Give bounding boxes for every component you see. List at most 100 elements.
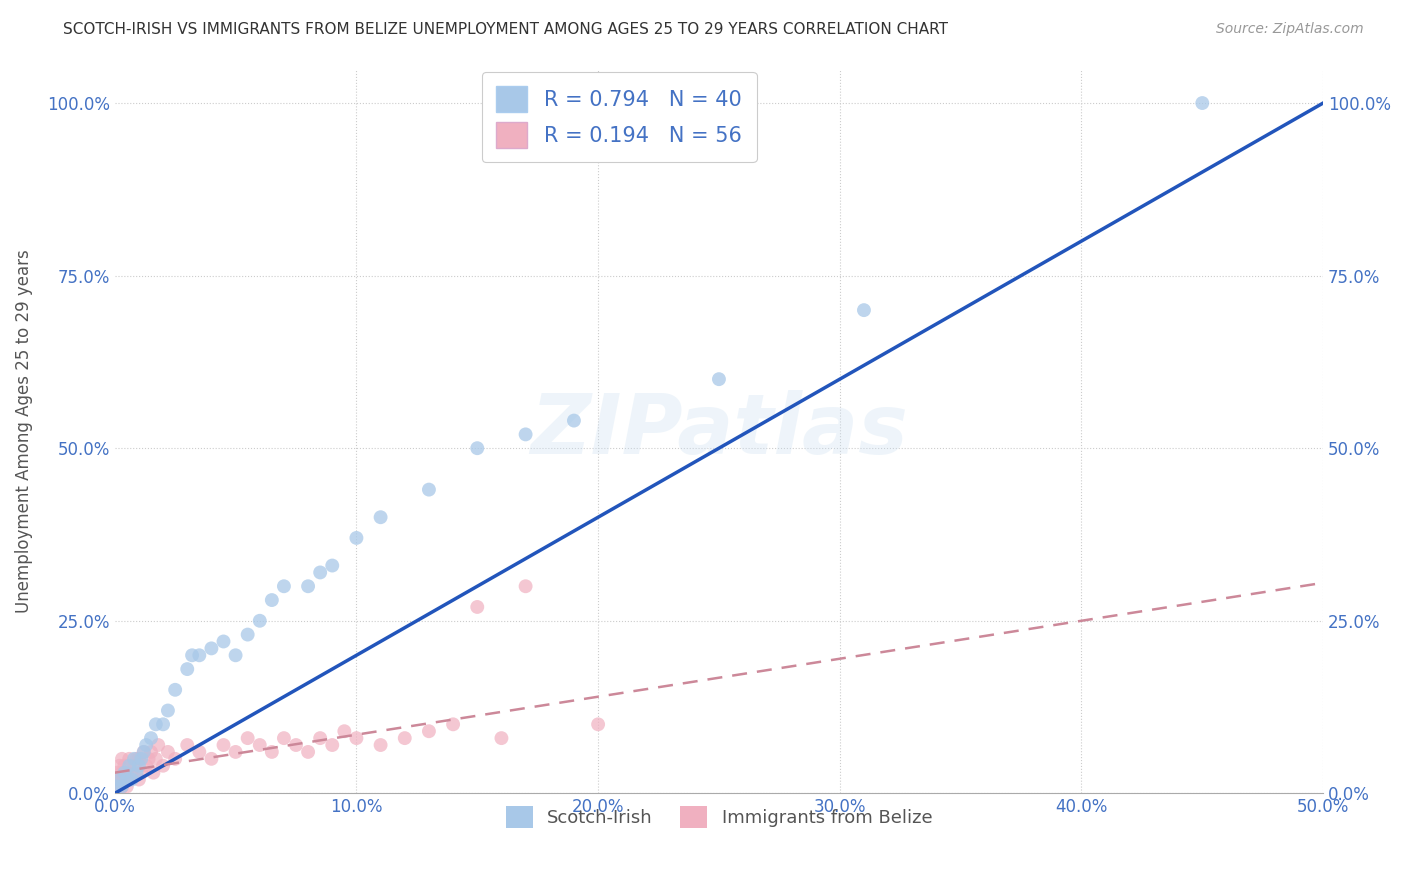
Point xyxy=(852,303,875,318)
Point xyxy=(249,614,271,628)
Point xyxy=(273,579,295,593)
Point xyxy=(118,752,141,766)
Point xyxy=(105,772,128,787)
Point xyxy=(418,724,440,739)
Point xyxy=(105,786,128,800)
Point xyxy=(200,752,222,766)
Point xyxy=(491,731,513,745)
Point xyxy=(128,752,150,766)
Point xyxy=(321,738,343,752)
Point xyxy=(105,780,128,794)
Point xyxy=(441,717,464,731)
Point xyxy=(135,738,157,752)
Point xyxy=(131,752,153,766)
Point xyxy=(297,579,319,593)
Point xyxy=(118,772,141,787)
Point xyxy=(108,758,131,772)
Y-axis label: Unemployment Among Ages 25 to 29 years: Unemployment Among Ages 25 to 29 years xyxy=(15,249,32,613)
Legend: Scotch-Irish, Immigrants from Belize: Scotch-Irish, Immigrants from Belize xyxy=(499,798,939,835)
Text: SCOTCH-IRISH VS IMMIGRANTS FROM BELIZE UNEMPLOYMENT AMONG AGES 25 TO 29 YEARS CO: SCOTCH-IRISH VS IMMIGRANTS FROM BELIZE U… xyxy=(63,22,948,37)
Point xyxy=(260,745,283,759)
Point xyxy=(132,745,155,759)
Point xyxy=(111,765,134,780)
Point xyxy=(212,634,235,648)
Point xyxy=(165,752,187,766)
Point xyxy=(260,593,283,607)
Point xyxy=(225,745,247,759)
Point xyxy=(139,731,162,745)
Text: ZIPatlas: ZIPatlas xyxy=(530,391,908,472)
Point xyxy=(156,704,179,718)
Point xyxy=(148,738,170,752)
Point xyxy=(321,558,343,573)
Point xyxy=(273,731,295,745)
Point xyxy=(297,745,319,759)
Point xyxy=(112,765,135,780)
Point xyxy=(138,752,160,766)
Point xyxy=(212,738,235,752)
Point xyxy=(112,758,135,772)
Point xyxy=(418,483,440,497)
Point xyxy=(165,682,187,697)
Point xyxy=(128,758,150,772)
Point xyxy=(145,717,167,731)
Point xyxy=(515,427,537,442)
Point xyxy=(176,662,198,676)
Point xyxy=(152,758,174,772)
Point xyxy=(346,531,368,545)
Point xyxy=(707,372,730,386)
Point xyxy=(105,765,128,780)
Point xyxy=(465,441,488,455)
Point xyxy=(125,765,148,780)
Point xyxy=(346,731,368,745)
Point xyxy=(309,566,332,580)
Point xyxy=(333,724,356,739)
Point xyxy=(142,765,165,780)
Point xyxy=(181,648,204,663)
Point xyxy=(111,780,134,794)
Point xyxy=(562,414,585,428)
Text: Source: ZipAtlas.com: Source: ZipAtlas.com xyxy=(1216,22,1364,37)
Point xyxy=(225,648,247,663)
Point xyxy=(176,738,198,752)
Point xyxy=(370,738,392,752)
Point xyxy=(108,772,131,787)
Point xyxy=(121,765,143,780)
Point xyxy=(108,772,131,787)
Point xyxy=(115,765,138,780)
Point xyxy=(236,731,259,745)
Point xyxy=(111,780,134,794)
Point xyxy=(370,510,392,524)
Point xyxy=(131,765,153,780)
Point xyxy=(118,758,141,772)
Point xyxy=(200,641,222,656)
Point xyxy=(145,752,167,766)
Point xyxy=(236,627,259,641)
Point xyxy=(285,738,308,752)
Point xyxy=(152,717,174,731)
Point xyxy=(104,786,127,800)
Point xyxy=(104,780,127,794)
Point xyxy=(125,752,148,766)
Point xyxy=(188,745,211,759)
Point xyxy=(132,745,155,759)
Point xyxy=(135,758,157,772)
Point xyxy=(122,758,145,772)
Point xyxy=(394,731,416,745)
Point xyxy=(115,772,138,787)
Point xyxy=(249,738,271,752)
Point xyxy=(309,731,332,745)
Point xyxy=(156,745,179,759)
Point xyxy=(586,717,609,731)
Point xyxy=(1191,96,1213,111)
Point xyxy=(122,752,145,766)
Point xyxy=(128,772,150,787)
Point xyxy=(111,752,134,766)
Point xyxy=(465,599,488,614)
Point xyxy=(515,579,537,593)
Point xyxy=(188,648,211,663)
Point xyxy=(115,780,138,794)
Point xyxy=(108,786,131,800)
Point xyxy=(112,772,135,787)
Point xyxy=(121,772,143,787)
